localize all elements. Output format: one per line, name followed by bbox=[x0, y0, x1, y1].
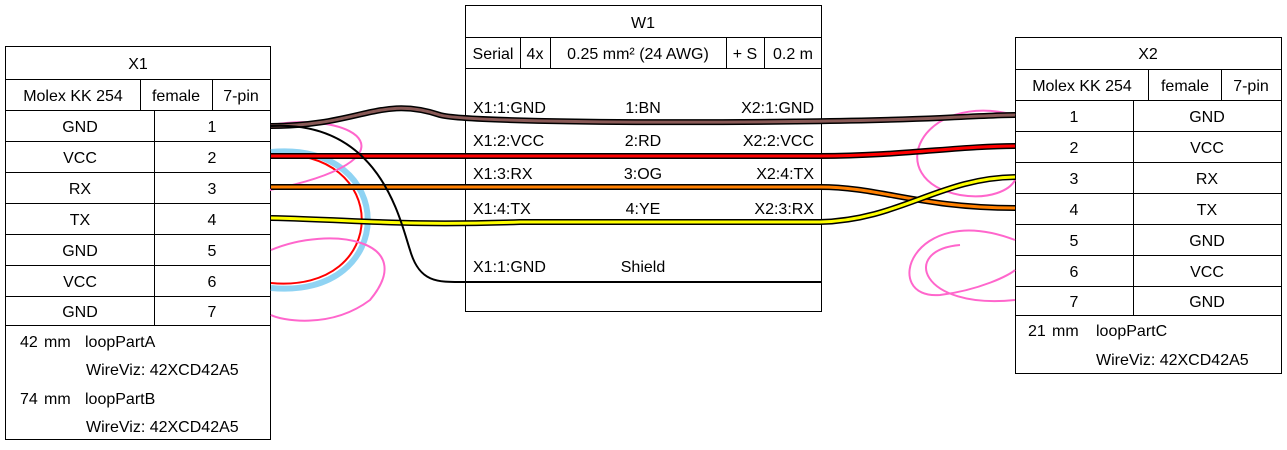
x2-loop-pink bbox=[916, 109, 1016, 198]
x2-pin-label: VCC bbox=[1190, 140, 1224, 157]
x1-pin-number: 5 bbox=[208, 243, 217, 260]
x1-title: X1 bbox=[128, 56, 148, 73]
x1-pin-label: GND bbox=[62, 304, 98, 321]
wire-right-label: X2:2:VCC bbox=[743, 133, 814, 150]
x2-pin-label: GND bbox=[1189, 294, 1225, 311]
x1-pin-label: GND bbox=[62, 119, 98, 136]
x2-pincount: 7-pin bbox=[1233, 78, 1269, 95]
wire-left-label: X1:1:GND bbox=[473, 100, 546, 117]
w1-attr: 0.25 mm² (24 AWG) bbox=[567, 46, 709, 63]
x1-pin-number: 4 bbox=[208, 212, 217, 229]
wire-color-label: 3:OG bbox=[624, 166, 662, 183]
shield-left-label: X1:1:GND bbox=[473, 259, 546, 276]
x1-loop-source: WireViz: 42XCD42A5 bbox=[86, 362, 239, 379]
x1-loop-unit: mm bbox=[44, 334, 71, 351]
x1-pin-number: 6 bbox=[208, 274, 217, 291]
x2-pin-label: VCC bbox=[1190, 264, 1224, 281]
x1-pin-label: TX bbox=[70, 212, 91, 229]
w1-attr: 0.2 m bbox=[773, 46, 813, 63]
x2-pin-number: 6 bbox=[1070, 264, 1079, 281]
x1-pin-number: 7 bbox=[208, 304, 217, 321]
x2-pin-label: GND bbox=[1189, 109, 1225, 126]
x2-pin-number: 1 bbox=[1070, 109, 1079, 126]
x1-pin-number: 3 bbox=[208, 181, 217, 198]
x1-loop-name: loopPartA bbox=[85, 334, 156, 351]
wires bbox=[270, 105, 1016, 284]
x2-loop-pink bbox=[925, 244, 1016, 303]
wire-left-label: X1:4:TX bbox=[473, 201, 531, 218]
x2-pin-number: 7 bbox=[1070, 294, 1079, 311]
x1-gender: female bbox=[152, 88, 200, 105]
x2-loop-length: 21 bbox=[1028, 323, 1046, 340]
wire-right-label: X2:1:GND bbox=[741, 100, 814, 117]
w1-title: W1 bbox=[631, 15, 655, 32]
x1-pin-label: GND bbox=[62, 243, 98, 260]
x2-loop-pink bbox=[908, 229, 1016, 297]
x1-pin-label: RX bbox=[69, 181, 92, 198]
x1-pin-label: VCC bbox=[63, 150, 97, 167]
x1-pincount: 7-pin bbox=[223, 88, 259, 105]
wire-yellow bbox=[270, 175, 1016, 225]
x2-pin-number: 4 bbox=[1070, 202, 1079, 219]
x2-pin-number: 2 bbox=[1070, 140, 1079, 157]
x1-pin-label: VCC bbox=[63, 274, 97, 291]
wire-right-label: X2:3:RX bbox=[754, 201, 814, 218]
wire-brown bbox=[270, 106, 1016, 128]
wire-orange bbox=[271, 185, 1016, 210]
x1-loop-length: 74 bbox=[20, 391, 38, 408]
wire-color-label: 1:BN bbox=[625, 100, 661, 117]
wire-red bbox=[271, 144, 1016, 158]
x2-loop-name: loopPartC bbox=[1096, 323, 1167, 340]
x2-pin-number: 5 bbox=[1070, 233, 1079, 250]
wire-color-label: 4:YE bbox=[626, 201, 661, 218]
w1-attr: 4x bbox=[527, 46, 544, 63]
wire-shield bbox=[270, 124, 822, 284]
x1-pin-number: 1 bbox=[208, 119, 217, 136]
w1-attr: Serial bbox=[473, 46, 514, 63]
x1-loop-source: WireViz: 42XCD42A5 bbox=[86, 419, 239, 436]
x1-loop-name: loopPartB bbox=[85, 391, 155, 408]
x2-pin-label: RX bbox=[1196, 171, 1219, 188]
x2-pin-label: GND bbox=[1189, 233, 1225, 250]
x2-gender: female bbox=[1161, 78, 1209, 95]
wire-color-label: 2:RD bbox=[625, 133, 661, 150]
connector-x2: X2 Molex KK 254 female 7-pin 1 GND 2 VCC… bbox=[1015, 37, 1282, 374]
x1-loop-pink bbox=[270, 237, 386, 322]
x2-loops bbox=[908, 109, 1016, 303]
x2-title: X2 bbox=[1138, 46, 1158, 63]
x2-type: Molex KK 254 bbox=[1032, 78, 1132, 95]
x1-loop-unit: mm bbox=[44, 391, 71, 408]
wire-right-label: X2:4:TX bbox=[756, 166, 814, 183]
wire-left-label: X1:2:VCC bbox=[473, 133, 544, 150]
x1-type: Molex KK 254 bbox=[23, 88, 123, 105]
x2-loop-unit: mm bbox=[1052, 323, 1079, 340]
x2-loop-source: WireViz: 42XCD42A5 bbox=[1096, 352, 1249, 369]
x1-loop-length: 42 bbox=[20, 334, 38, 351]
w1-attr: + S bbox=[733, 46, 757, 63]
x2-pin-label: TX bbox=[1197, 202, 1218, 219]
x2-pin-number: 3 bbox=[1070, 171, 1079, 188]
x1-pin-number: 2 bbox=[208, 150, 217, 167]
shield-label: Shield bbox=[621, 259, 665, 276]
connector-x1: X1 Molex KK 254 female 7-pin GND 1 VCC 2… bbox=[5, 46, 271, 440]
wire-left-label: X1:3:RX bbox=[473, 166, 533, 183]
